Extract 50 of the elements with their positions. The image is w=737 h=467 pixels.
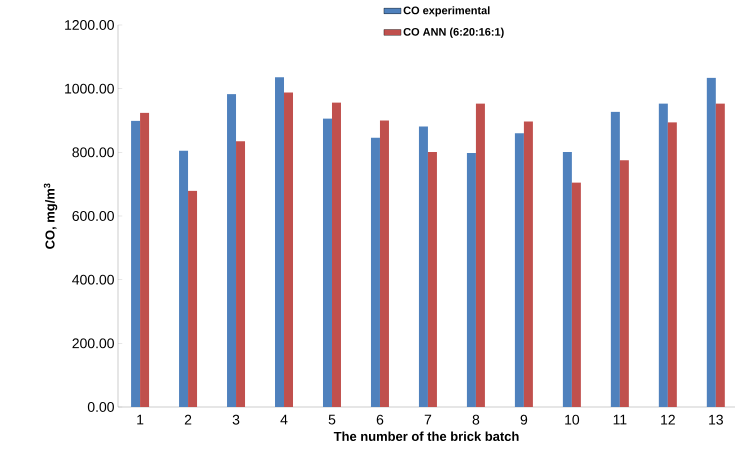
bar [322, 118, 332, 407]
bar [275, 77, 284, 407]
bar [668, 122, 677, 407]
x-tick-label: 3 [232, 414, 240, 425]
bar [179, 150, 188, 407]
x-tick-label: 7 [424, 414, 432, 424]
bar [140, 112, 150, 407]
y-tick-label: 600.00 [72, 211, 114, 221]
bar [524, 121, 533, 407]
x-tick-label: 4 [280, 414, 288, 424]
y-tick-label: 400.00 [72, 274, 114, 285]
bar [572, 182, 581, 407]
bar [620, 160, 629, 407]
x-tick-label: 6 [376, 414, 384, 425]
x-tick-label: 10 [565, 414, 580, 425]
bar [188, 190, 198, 407]
legend-label: CO ANN (6:20:16:1) [404, 28, 504, 38]
bar [610, 112, 620, 407]
x-tick-label: 9 [520, 414, 528, 425]
bar [706, 78, 716, 407]
x-tick-label: 13 [709, 414, 723, 425]
bar [658, 104, 668, 407]
y-tick-label: 800.00 [72, 147, 114, 158]
bar [236, 141, 246, 407]
bar [284, 92, 294, 407]
legend-label: CO experimental [404, 6, 490, 16]
bar [428, 152, 437, 407]
bar [466, 152, 476, 407]
bar [227, 94, 236, 407]
x-tick-label: 5 [328, 414, 336, 425]
y-tick-label: 200.00 [72, 338, 114, 348]
x-tick-label: 11 [614, 414, 626, 424]
bar [332, 102, 341, 407]
bar [370, 138, 380, 407]
x-tick-label: 1 [137, 414, 144, 424]
bar [418, 126, 428, 407]
bar [476, 104, 485, 407]
y-axis-title: CO, mg/m$^{3}$ [44, 183, 58, 249]
bar [514, 133, 524, 407]
bar [562, 152, 572, 407]
bar [716, 104, 725, 407]
x-tick-label: 8 [472, 414, 480, 425]
x-tick-label: 2 [184, 414, 192, 425]
y-tick-label: 1000.00 [65, 84, 114, 94]
bar [380, 120, 389, 407]
y-tick-label: 1200.00 [65, 20, 114, 30]
x-tick-label: 12 [661, 414, 675, 425]
bar [131, 120, 140, 407]
y-tick-label: 0.00 [88, 402, 114, 412]
x-axis-title: The number of the brick batch [334, 431, 519, 441]
